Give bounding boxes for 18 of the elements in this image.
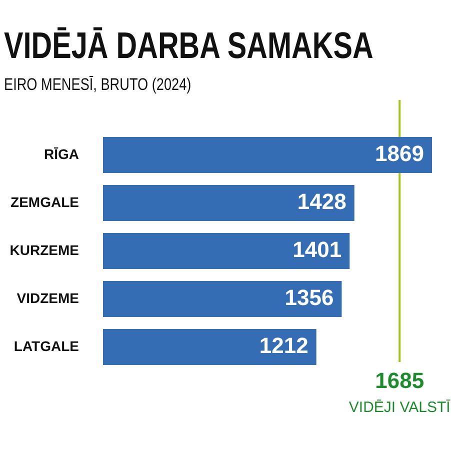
chart-subtitle: EIRO MENESĪ, BRUTO (2024)	[4, 75, 192, 95]
y-tick-label: LATGALE	[14, 338, 79, 354]
data-label: 1869	[375, 141, 424, 166]
y-tick-label: KURZEME	[10, 242, 79, 258]
bar	[103, 233, 350, 269]
y-tick-label: VIDZEME	[16, 290, 79, 306]
ref-line-label: 1685 VIDĒJI VALSTĪ	[348, 368, 451, 416]
y-tick-label: ZEMGALE	[10, 194, 79, 210]
data-label: 1401	[292, 237, 342, 262]
data-label: 1356	[284, 285, 334, 310]
bar	[103, 185, 354, 221]
bar	[103, 137, 432, 173]
y-tick-label: RĪGA	[44, 146, 79, 162]
bar	[103, 329, 316, 365]
data-label: 1428	[297, 189, 346, 214]
chart-title: VIDĒJĀ DARBA SAMAKSA	[4, 25, 374, 66]
data-label: 1212	[259, 333, 308, 358]
bar	[103, 281, 342, 317]
